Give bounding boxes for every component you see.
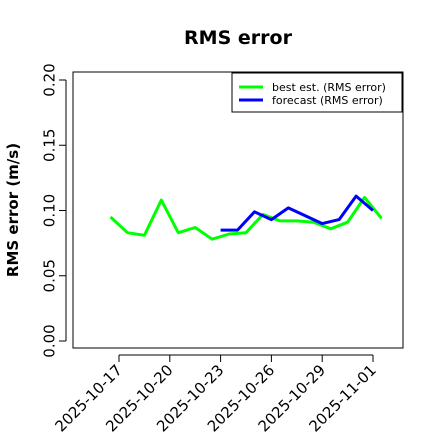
legend: best est. (RMS error)forecast (RMS error… — [231, 72, 403, 113]
series-line — [220, 194, 374, 232]
plot-frame — [72, 71, 404, 349]
y-tick-label: 0.00 — [41, 324, 59, 357]
series-layer — [109, 194, 383, 241]
y-tick-label: 0.20 — [41, 63, 59, 96]
y-tick-label: 0.10 — [41, 194, 59, 227]
y-axis: 0.00 0.05 0.10 0.15 0.20 — [41, 63, 67, 358]
legend-label: best est. (RMS error) — [272, 81, 386, 94]
y-axis-label: RMS error (m/s) — [4, 143, 22, 277]
x-axis: 2025-10-172025-10-202025-10-232025-10-26… — [51, 354, 380, 435]
y-tick-label: 0.05 — [41, 259, 59, 292]
legend-box — [231, 72, 403, 113]
series-line — [109, 196, 383, 241]
legend-label: forecast (RMS error) — [272, 94, 383, 107]
chart-title: RMS error — [184, 27, 293, 49]
y-tick-label: 0.15 — [41, 129, 59, 162]
